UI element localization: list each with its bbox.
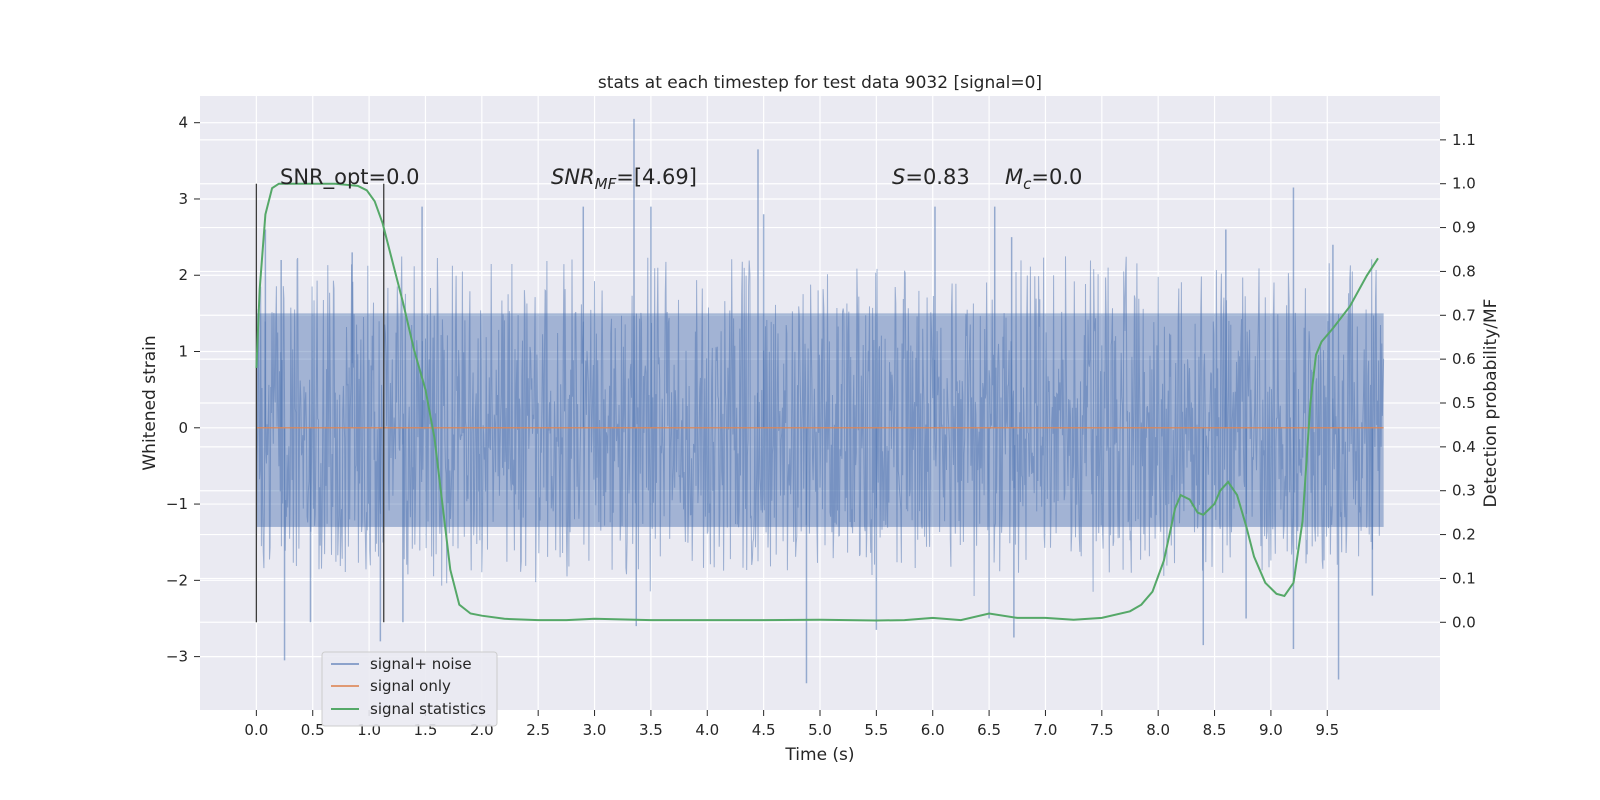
annotation-s-value: =0.83 [905, 165, 969, 189]
y2-tick-label: 0.9 [1452, 219, 1476, 237]
y2-tick-label: 0.6 [1452, 350, 1476, 368]
legend: signal+ noise signal only signal statist… [321, 651, 498, 727]
annotation-mc-sub: c [1023, 175, 1032, 193]
y-axis-label: Whitened strain [140, 335, 160, 470]
x-tick-label: 7.5 [1090, 721, 1114, 739]
y2-tick-label: 1.1 [1452, 131, 1476, 149]
y-tick-label: −3 [166, 648, 188, 666]
signal-noise-band [256, 313, 1384, 527]
y2-tick-label: 1.0 [1452, 175, 1476, 193]
x-tick-label: 9.0 [1259, 721, 1283, 739]
annotation-snr-mf-value: =[4.69] [616, 165, 697, 189]
y2-tick-label: 0.7 [1452, 306, 1476, 324]
x-tick-label: 3.0 [583, 721, 607, 739]
y-tick-label: 1 [178, 343, 188, 361]
y2-tick-label: 0.2 [1452, 526, 1476, 544]
x-tick-label: 6.0 [921, 721, 945, 739]
x-axis-ticks: 0.0 0.5 1.0 1.5 2.0 2.5 3.0 3.5 4.0 4.5 5.0 5.5 6.0 6… [244, 710, 1339, 739]
y2-tick-label: 0.5 [1452, 394, 1476, 412]
annotation-snr-opt: SNR_opt=0.0 [280, 165, 420, 190]
x-tick-label: 4.0 [695, 721, 719, 739]
x-tick-label: 5.5 [864, 721, 888, 739]
signal-noise-line [255, 256, 1385, 597]
signal-statistics-line [255, 182, 1379, 622]
x-axis-label: Time (s) [784, 745, 854, 765]
legend-box [321, 651, 498, 727]
chart-title: stats at each timestep for test data 903… [598, 73, 1042, 93]
annotation-mc-label: M [1005, 165, 1023, 189]
signal-statistics-series [255, 182, 1379, 622]
x-tick-label: 3.5 [639, 721, 663, 739]
annotation-snr-mf-label: SNR [551, 165, 595, 189]
y-tick-label: 4 [178, 114, 188, 132]
x-tick-label: 7.0 [1034, 721, 1058, 739]
y-axis-ticks: −3 −2 −1 0 1 2 3 4 [166, 114, 200, 666]
y2-axis-label: Detection probability/MF [1481, 299, 1501, 508]
x-tick-label: 4.5 [752, 721, 776, 739]
x-tick-label: 2.5 [526, 721, 550, 739]
legend-label-signal-statistics: signal statistics [370, 700, 486, 718]
x-tick-label: 0.0 [244, 721, 268, 739]
annotation-mc: Mc=0.0 [1005, 165, 1082, 193]
legend-label-signal-only: signal only [370, 677, 451, 695]
x-tick-label: 8.0 [1146, 721, 1170, 739]
legend-label-signal-noise: signal+ noise [370, 655, 472, 673]
y-tick-label: −1 [166, 495, 188, 513]
window-markers [255, 183, 385, 623]
y2-axis-ticks: 0.0 0.1 0.2 0.3 0.4 0.5 0.6 0.7 0.8 0.9 1.0 1.1 [1440, 131, 1476, 631]
y-tick-label: −2 [166, 571, 188, 589]
y-tick-label: 0 [178, 419, 188, 437]
y2-tick-label: 0.3 [1452, 482, 1476, 500]
y2-tick-label: 0.0 [1452, 613, 1476, 631]
annotation-snr-mf-sub: MF [595, 175, 617, 193]
x-tick-label: 6.5 [977, 721, 1001, 739]
x-tick-label: 8.5 [1203, 721, 1227, 739]
x-tick-label: 0.5 [301, 721, 325, 739]
x-tick-label: 5.0 [808, 721, 832, 739]
annotation-s-label: S [892, 165, 905, 189]
y2-tick-label: 0.8 [1452, 262, 1476, 280]
x-tick-label: 9.5 [1315, 721, 1339, 739]
annotation-s: S=0.83 [892, 165, 970, 189]
y-tick-label: 3 [178, 190, 188, 208]
signal-noise-series [255, 118, 1385, 684]
y2-tick-label: 0.1 [1452, 569, 1476, 587]
annotation-snr-mf: SNRMF=[4.69] [551, 165, 697, 193]
y-tick-label: 2 [178, 266, 188, 284]
annotation-mc-value: =0.0 [1031, 165, 1082, 189]
y2-tick-label: 0.4 [1452, 438, 1476, 456]
